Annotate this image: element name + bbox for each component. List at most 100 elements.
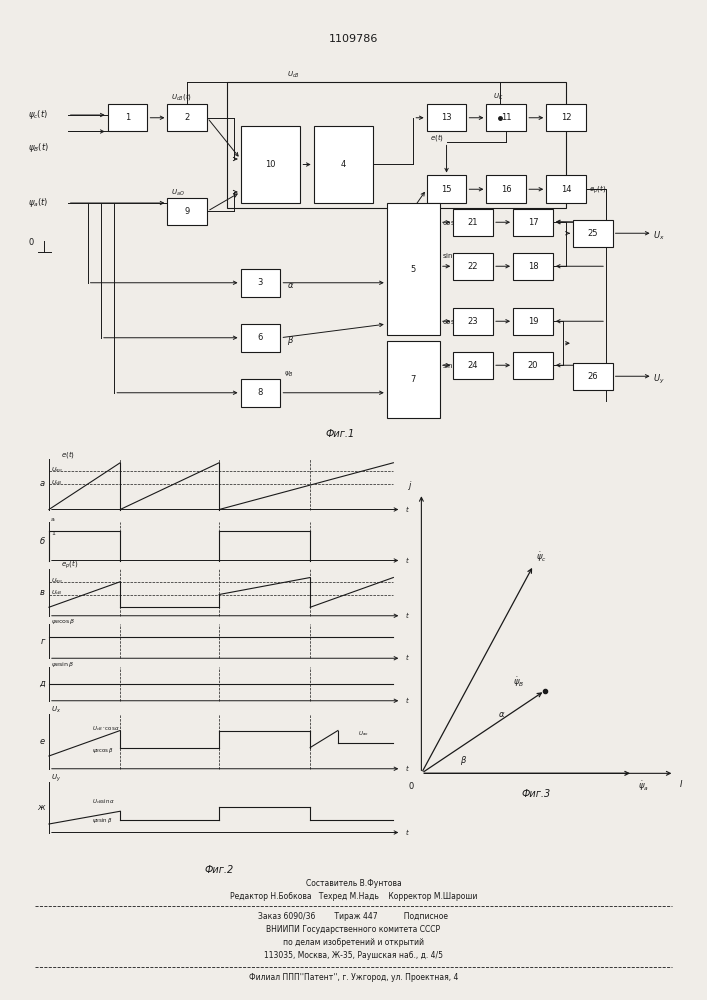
Bar — [513, 252, 553, 280]
Text: 23: 23 — [468, 317, 479, 326]
Text: $U_K$: $U_K$ — [493, 91, 503, 102]
Text: 26: 26 — [588, 372, 598, 381]
Bar — [107, 104, 148, 131]
Text: $0$: $0$ — [408, 780, 414, 791]
Text: е: е — [40, 737, 45, 746]
Bar — [168, 104, 207, 131]
Text: $U_y$: $U_y$ — [51, 772, 61, 784]
Text: $t$: $t$ — [405, 610, 410, 620]
Text: 12: 12 — [561, 113, 571, 122]
Text: г: г — [40, 637, 45, 646]
Text: 113035, Москва, Ж-35, Раушская наб., д. 4/5: 113035, Москва, Ж-35, Раушская наб., д. … — [264, 951, 443, 960]
Text: 1: 1 — [51, 531, 54, 536]
Text: 25: 25 — [588, 229, 598, 238]
Bar — [314, 126, 373, 203]
Bar — [453, 308, 493, 335]
Bar — [387, 340, 440, 418]
Text: б: б — [40, 537, 45, 546]
Text: $\alpha$: $\alpha$ — [498, 710, 506, 719]
Text: 19: 19 — [527, 317, 538, 326]
Text: $U_{cB}$: $U_{cB}$ — [287, 69, 300, 80]
Text: Фиг.3: Фиг.3 — [522, 789, 551, 799]
Text: $t$: $t$ — [405, 695, 410, 705]
Text: $0$: $0$ — [28, 236, 35, 247]
Text: $e(t)$: $e(t)$ — [61, 449, 75, 460]
Text: Редактор Н.Бобкова   Техред М.Надь    Корректор М.Шароши: Редактор Н.Бобкова Техред М.Надь Коррект… — [230, 892, 477, 901]
Text: 13: 13 — [441, 113, 452, 122]
Text: $I$: $I$ — [679, 778, 683, 789]
Text: $j$: $j$ — [408, 479, 413, 492]
Text: $U_{cB}$: $U_{cB}$ — [51, 588, 63, 597]
Text: $\sin\alpha$: $\sin\alpha$ — [442, 251, 460, 260]
Text: $\psi_a(t)$: $\psi_a(t)$ — [28, 196, 48, 209]
Text: ж: ж — [37, 802, 45, 812]
Text: д: д — [39, 679, 45, 688]
Text: 20: 20 — [527, 361, 538, 370]
Text: 21: 21 — [468, 218, 479, 227]
Text: $\beta$: $\beta$ — [460, 754, 467, 767]
Text: $\psi_c(t)$: $\psi_c(t)$ — [28, 108, 48, 121]
Bar — [240, 126, 300, 203]
Bar — [573, 362, 613, 390]
Bar — [227, 82, 566, 208]
Text: 2: 2 — [185, 113, 190, 122]
Text: $U_{ao}$: $U_{ao}$ — [358, 729, 368, 738]
Bar — [426, 175, 467, 203]
Text: 22: 22 — [468, 262, 479, 271]
Text: по делам изобретений и открытий: по делам изобретений и открытий — [283, 938, 424, 947]
Text: Фиг.1: Фиг.1 — [326, 429, 355, 439]
Text: 3: 3 — [258, 278, 263, 287]
Bar — [573, 220, 613, 247]
Text: $t$: $t$ — [405, 652, 410, 662]
Text: $U_{cB}\cdot\cos\alpha$: $U_{cB}\cdot\cos\alpha$ — [93, 724, 121, 733]
Text: 7: 7 — [411, 374, 416, 383]
Text: $\psi_B$: $\psi_B$ — [284, 370, 293, 379]
Text: $e_p(t)$: $e_p(t)$ — [590, 184, 607, 196]
Text: 15: 15 — [441, 185, 452, 194]
Text: $e(t)$: $e(t)$ — [430, 132, 444, 143]
Text: ВНИИПИ Государственного комитета СССР: ВНИИПИ Государственного комитета СССР — [267, 925, 440, 934]
Bar — [453, 209, 493, 236]
Text: а: а — [40, 480, 45, 488]
Text: $\cos\beta$: $\cos\beta$ — [442, 317, 461, 327]
Text: $U_x$: $U_x$ — [653, 230, 664, 242]
Text: 11: 11 — [501, 113, 512, 122]
Text: $t$: $t$ — [405, 504, 410, 514]
Text: 8: 8 — [258, 388, 263, 397]
Text: 18: 18 — [527, 262, 538, 271]
Bar — [426, 104, 467, 131]
Text: 16: 16 — [501, 185, 512, 194]
Text: $\dot\psi_a$: $\dot\psi_a$ — [638, 779, 648, 793]
Text: 10: 10 — [265, 160, 276, 169]
Text: 1109786: 1109786 — [329, 34, 378, 44]
Bar — [547, 104, 586, 131]
Bar — [513, 352, 553, 379]
Text: 4: 4 — [341, 160, 346, 169]
Text: $U_y$: $U_y$ — [653, 372, 665, 386]
Bar — [453, 252, 493, 280]
Text: Заказ 6090/36        Тираж 447           Подписное: Заказ 6090/36 Тираж 447 Подписное — [259, 912, 448, 921]
Text: 17: 17 — [527, 218, 538, 227]
Text: 24: 24 — [468, 361, 479, 370]
Text: $\dot\psi_B$: $\dot\psi_B$ — [513, 675, 524, 689]
Text: $U_{cB}\sin\alpha$: $U_{cB}\sin\alpha$ — [93, 797, 116, 806]
Bar — [486, 104, 526, 131]
Text: $\psi_B(t)$: $\psi_B(t)$ — [28, 141, 49, 154]
Text: $U_{ao}$: $U_{ao}$ — [51, 576, 63, 585]
Text: 5: 5 — [411, 264, 416, 273]
Bar — [240, 379, 281, 406]
Text: $U_{aO}$: $U_{aO}$ — [171, 188, 185, 198]
Text: $\cos\alpha$: $\cos\alpha$ — [442, 219, 462, 227]
Bar — [240, 324, 281, 352]
Bar — [168, 198, 207, 225]
Text: в: в — [40, 588, 45, 597]
Bar — [387, 203, 440, 335]
Text: $t$: $t$ — [405, 763, 410, 773]
Bar — [486, 175, 526, 203]
Bar — [240, 269, 281, 296]
Bar — [513, 209, 553, 236]
Text: 6: 6 — [258, 333, 263, 342]
Text: $\sin\beta$: $\sin\beta$ — [442, 361, 460, 371]
Text: а: а — [51, 517, 54, 522]
Bar — [453, 352, 493, 379]
